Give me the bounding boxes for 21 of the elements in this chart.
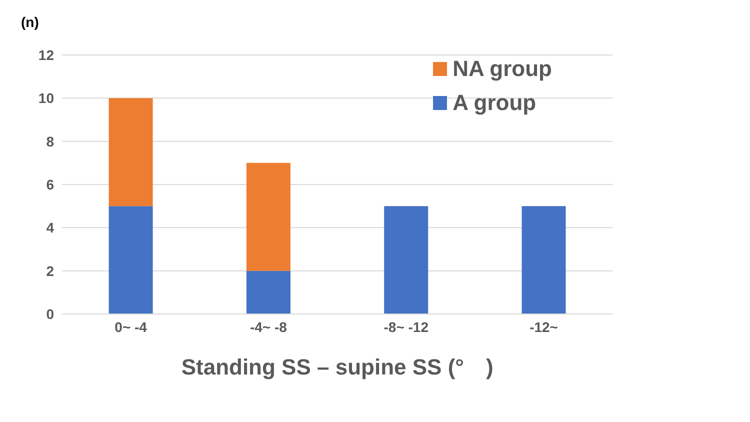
bar bbox=[246, 270, 290, 314]
x-axis-title: Standing SS – supine SS (° ) bbox=[181, 354, 494, 380]
bar bbox=[108, 98, 153, 206]
y-tick-label: 2 bbox=[46, 262, 54, 279]
y-tick-label: 10 bbox=[38, 90, 54, 106]
y-tick-label: 0 bbox=[46, 306, 54, 322]
y-tick-label: 6 bbox=[46, 176, 54, 192]
x-tick-label: -8~ -12 bbox=[384, 318, 429, 335]
x-tick-label: 0~ -4 bbox=[114, 318, 148, 335]
y-tick-label: 4 bbox=[46, 220, 54, 236]
y-axis-title: (n) bbox=[21, 14, 39, 30]
bar bbox=[246, 162, 290, 271]
bar bbox=[384, 206, 428, 314]
bar bbox=[522, 206, 566, 314]
x-tick-label: -12~ bbox=[530, 318, 558, 335]
y-tick-label: 8 bbox=[46, 133, 54, 150]
x-tick-label: -4~ -8 bbox=[250, 318, 288, 335]
legend-label: NA group bbox=[452, 56, 552, 82]
legend-label: A group bbox=[452, 90, 536, 116]
y-tick-label: 12 bbox=[38, 46, 54, 63]
bar bbox=[108, 206, 153, 314]
